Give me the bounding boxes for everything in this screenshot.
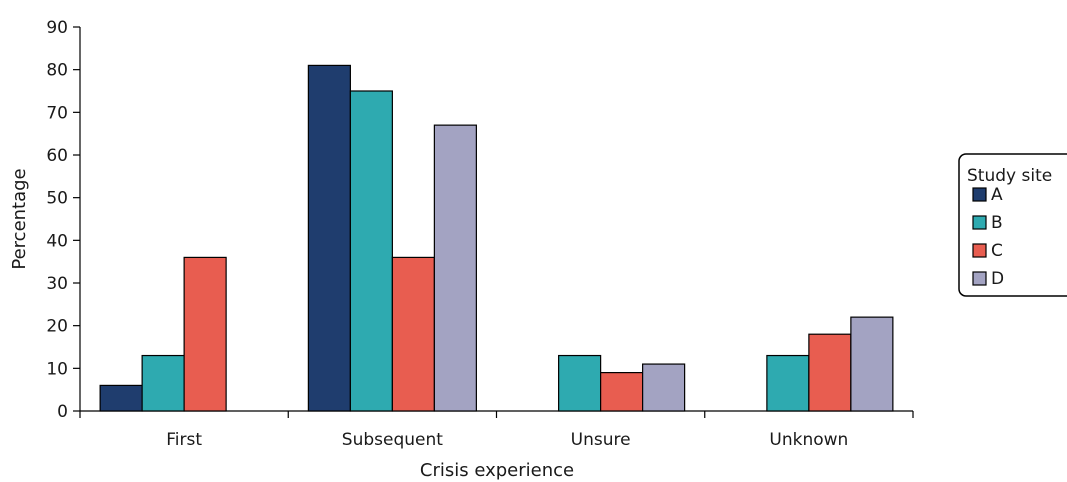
y-axis: 0 10 20 30 40 50 60 70 80 90 — [46, 18, 81, 422]
bar-a-subsequent — [307, 64, 351, 412]
y-tick-label: 10 — [46, 359, 68, 379]
y-tick-label: 20 — [46, 317, 68, 337]
legend-swatch — [972, 215, 987, 230]
x-tick-label: Subsequent — [342, 430, 443, 450]
x-axis-title: Crisis experience — [420, 460, 574, 481]
x-ticks: First Subsequent Unsure Unknown — [79, 411, 914, 450]
x-tick-label: First — [166, 430, 202, 450]
legend-swatch — [972, 243, 987, 258]
bar-d-unknown — [850, 316, 894, 412]
x-axis: First Subsequent Unsure Unknown — [79, 410, 914, 450]
y-tick-label: 0 — [57, 402, 68, 422]
y-tick-label: 50 — [46, 189, 68, 209]
legend-swatch — [972, 187, 987, 202]
x-tick-label: Unsure — [571, 430, 631, 450]
y-tick-label: 90 — [46, 18, 68, 38]
y-tick-label: 30 — [46, 274, 68, 294]
bar-a-first — [99, 384, 143, 412]
legend-title: Study site — [967, 166, 1052, 186]
bars — [99, 64, 894, 412]
bar-b-unsure — [558, 354, 602, 412]
bar-c-unsure — [600, 372, 644, 412]
y-tick-label: 80 — [46, 61, 68, 81]
bar-c-subsequent — [391, 256, 435, 412]
bar-d-subsequent — [433, 124, 477, 412]
bar-b-unknown — [766, 354, 810, 412]
y-tick-label: 60 — [46, 146, 68, 166]
bar-c-first — [183, 256, 227, 412]
y-ticks: 0 10 20 30 40 50 60 70 80 90 — [46, 18, 80, 422]
legend-label: D — [991, 269, 1004, 289]
legend-label: C — [991, 241, 1003, 261]
legend-label: A — [991, 185, 1003, 205]
bar-b-subsequent — [349, 90, 393, 412]
y-axis-title: Percentage — [9, 168, 30, 269]
legend-swatch — [972, 271, 987, 286]
y-tick-label: 40 — [46, 231, 68, 251]
x-tick-label: Unknown — [769, 430, 848, 450]
bar-d-unsure — [642, 363, 686, 412]
bar-b-first — [141, 354, 185, 412]
bar-c-unknown — [808, 333, 852, 412]
legend-label: B — [991, 213, 1003, 233]
y-tick-label: 70 — [46, 103, 68, 123]
